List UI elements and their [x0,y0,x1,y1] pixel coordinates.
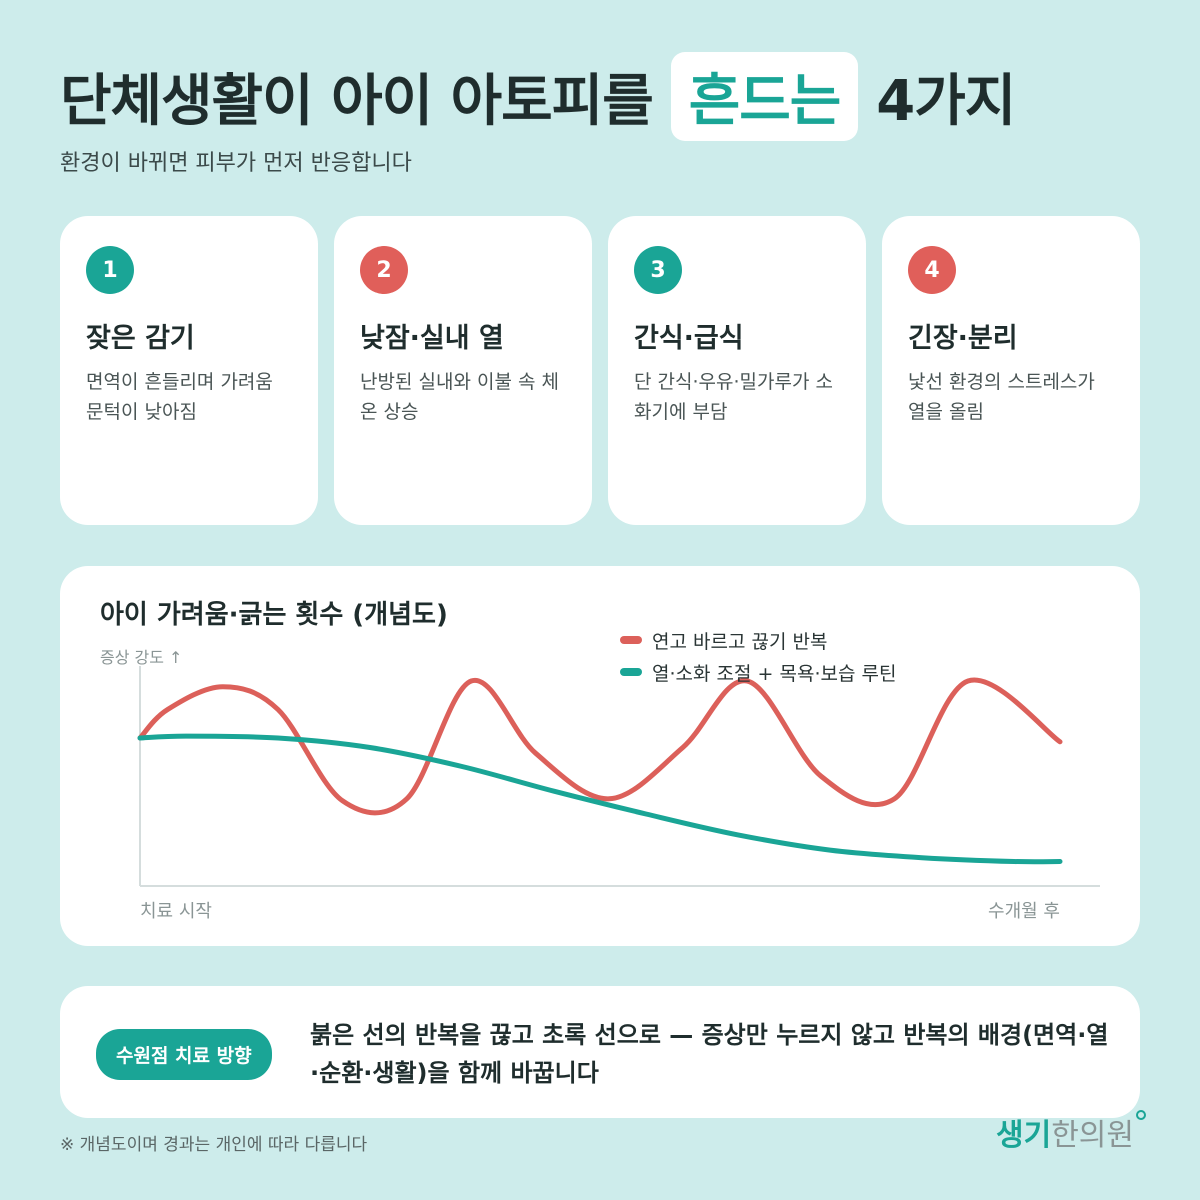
logo-text-2: 한의원 [1051,1118,1135,1153]
x-tick-start: 치료 시작 [140,901,212,922]
number-badge: 1 [86,246,134,294]
card-description: 면역이 흔들리며 가려움 문턱이 낮아짐 [86,371,273,423]
legend-label: 연고 바르고 끊기 반복 [652,630,828,653]
legend-swatch-green [620,668,642,676]
y-axis-label: 증상 강도 ↑ [100,648,183,667]
card-description: 단 간식·우유·밀가루가 소화기에 부담 [634,371,833,423]
logo-text-1: 생기 [996,1118,1052,1153]
legend-item-green: 열·소화 조절 + 목욕·보습 루틴 [620,656,896,688]
number-badge: 4 [908,246,956,294]
chart-title: 아이 가려움·긁는 횟수 (개념도) [100,600,448,630]
factor-card-3: 3 간식·급식 단 간식·우유·밀가루가 소화기에 부담 [608,216,866,525]
footnote: ※ 개념도이며 경과는 개인에 따라 다릅니다 [60,1135,368,1155]
page-subtitle: 환경이 바뀌면 피부가 먼저 반응합니다 [60,151,412,176]
card-description: 낯선 환경의 스트레스가 열을 올림 [908,371,1095,423]
title-part2: 4가지 [876,69,1016,134]
treatment-direction-panel: 수원점 치료 방향 붉은 선의 반복을 끊고 초록 선으로 — 증상만 누르지 … [60,986,1140,1118]
factor-card-2: 2 낮잠·실내 열 난방된 실내와 이불 속 체온 상승 [334,216,592,525]
factor-card-1: 1 잦은 감기 면역이 흔들리며 가려움 문턱이 낮아짐 [60,216,318,525]
treatment-text: 붉은 선의 반복을 끊고 초록 선으로 — 증상만 누르지 않고 반복의 배경(… [310,1021,1109,1087]
treatment-pill: 수원점 치료 방향 [96,1029,272,1080]
page-title: 단체생활이 아이 아토피를 흔드는 4가지 [60,52,1016,141]
x-tick-end: 수개월 후 [988,901,1060,922]
title-highlight: 흔드는 [670,52,859,141]
legend-swatch-red [620,636,642,644]
factor-cards: 1 잦은 감기 면역이 흔들리며 가려움 문턱이 낮아짐 2 낮잠·실내 열 난… [60,216,1140,525]
logo-ring-icon [1136,1110,1147,1120]
series-line-green [137,733,1063,865]
title-part1: 단체생활이 아이 아토피를 [60,69,654,134]
number-badge: 3 [634,246,682,294]
card-title: 잦은 감기 [86,323,195,354]
legend-label: 열·소화 조절 + 목욕·보습 루틴 [652,662,897,685]
card-title: 긴장·분리 [908,323,1018,354]
series-line-red [137,677,1063,816]
card-description: 난방된 실내와 이불 속 체온 상승 [360,371,559,423]
card-title: 간식·급식 [634,323,744,354]
line-chart [137,666,1100,887]
card-title: 낮잠·실내 열 [360,323,504,354]
chart-panel: 아이 가려움·긁는 횟수 (개념도) 증상 강도 ↑ 연고 바르고 끊기 반복 … [60,566,1140,946]
factor-card-4: 4 긴장·분리 낯선 환경의 스트레스가 열을 올림 [882,216,1140,525]
number-badge: 2 [360,246,408,294]
clinic-logo: 생기한의원 [996,1110,1147,1154]
legend-item-red: 연고 바르고 끊기 반복 [620,624,896,656]
chart-legend: 연고 바르고 끊기 반복 열·소화 조절 + 목욕·보습 루틴 [620,624,896,688]
